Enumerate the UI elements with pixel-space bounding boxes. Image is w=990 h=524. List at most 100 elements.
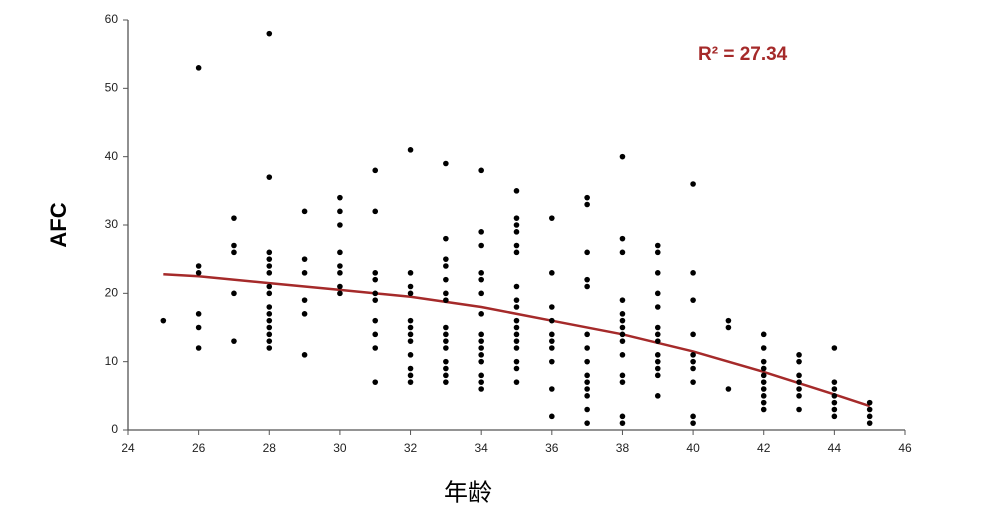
- point: [690, 365, 696, 372]
- point: [760, 331, 767, 338]
- point: [478, 345, 484, 351]
- point: [372, 290, 379, 297]
- point: [760, 365, 767, 372]
- x-tick-label: 38: [616, 441, 630, 455]
- point: [866, 406, 873, 413]
- point: [584, 406, 590, 413]
- x-tick-label: 30: [333, 441, 347, 455]
- point: [407, 379, 414, 385]
- point: [796, 406, 802, 413]
- point: [549, 386, 555, 392]
- point: [760, 406, 767, 413]
- point: [195, 263, 202, 269]
- point: [443, 379, 449, 385]
- point: [160, 317, 167, 324]
- point: [584, 194, 590, 201]
- point: [796, 379, 802, 385]
- point: [584, 393, 590, 399]
- point: [443, 338, 449, 344]
- point: [407, 317, 414, 324]
- point: [231, 249, 237, 256]
- point: [796, 358, 802, 365]
- point: [619, 352, 626, 358]
- point: [443, 290, 449, 297]
- point: [407, 147, 414, 153]
- point: [301, 270, 308, 276]
- point: [195, 345, 202, 351]
- point: [619, 379, 626, 385]
- point: [831, 345, 838, 351]
- point: [831, 413, 838, 420]
- point: [654, 393, 661, 399]
- point: [796, 386, 802, 392]
- point: [619, 372, 626, 379]
- point: [195, 311, 202, 317]
- point: [231, 290, 237, 297]
- x-axis-label: 年龄: [444, 479, 492, 507]
- point: [690, 270, 696, 276]
- point: [478, 338, 484, 344]
- point: [478, 311, 484, 317]
- x-tick-label: 28: [263, 441, 277, 455]
- point: [266, 283, 273, 290]
- point: [725, 386, 732, 392]
- point: [584, 345, 590, 351]
- point: [478, 386, 484, 392]
- point: [690, 358, 696, 365]
- point: [654, 365, 661, 372]
- point: [407, 352, 414, 358]
- point: [513, 188, 520, 194]
- point: [266, 338, 273, 344]
- point: [654, 331, 661, 338]
- x-tick-label: 46: [898, 441, 912, 455]
- point: [584, 358, 590, 365]
- point: [337, 263, 343, 269]
- point: [231, 242, 237, 249]
- point: [407, 338, 414, 344]
- point: [478, 270, 484, 276]
- point: [690, 420, 696, 426]
- point: [443, 358, 449, 365]
- point: [584, 249, 590, 256]
- point: [372, 276, 379, 283]
- point: [266, 263, 273, 269]
- point: [195, 324, 202, 331]
- point: [266, 290, 273, 297]
- point: [654, 290, 661, 297]
- point: [337, 208, 343, 215]
- point: [301, 208, 308, 215]
- point: [513, 358, 520, 365]
- point: [690, 297, 696, 303]
- point: [443, 324, 449, 331]
- point: [195, 65, 202, 71]
- point: [478, 331, 484, 338]
- point: [301, 311, 308, 317]
- point: [443, 345, 449, 351]
- y-tick-label: 10: [105, 354, 119, 368]
- point: [266, 324, 273, 331]
- point: [513, 338, 520, 344]
- point: [725, 324, 732, 331]
- point: [301, 297, 308, 303]
- point: [266, 345, 273, 351]
- point: [443, 263, 449, 269]
- point: [760, 379, 767, 385]
- point: [231, 338, 237, 344]
- y-axis-label: AFC: [46, 202, 71, 247]
- point: [407, 365, 414, 372]
- point: [372, 379, 379, 385]
- point: [831, 406, 838, 413]
- x-tick-label: 36: [545, 441, 559, 455]
- point: [478, 358, 484, 365]
- point: [654, 242, 661, 249]
- point: [372, 208, 379, 215]
- point: [760, 393, 767, 399]
- point: [549, 338, 555, 344]
- point: [513, 297, 520, 303]
- point: [619, 338, 626, 344]
- point: [619, 420, 626, 426]
- point: [478, 242, 484, 249]
- x-tick-label: 32: [404, 441, 418, 455]
- x-tick-label: 34: [475, 441, 489, 455]
